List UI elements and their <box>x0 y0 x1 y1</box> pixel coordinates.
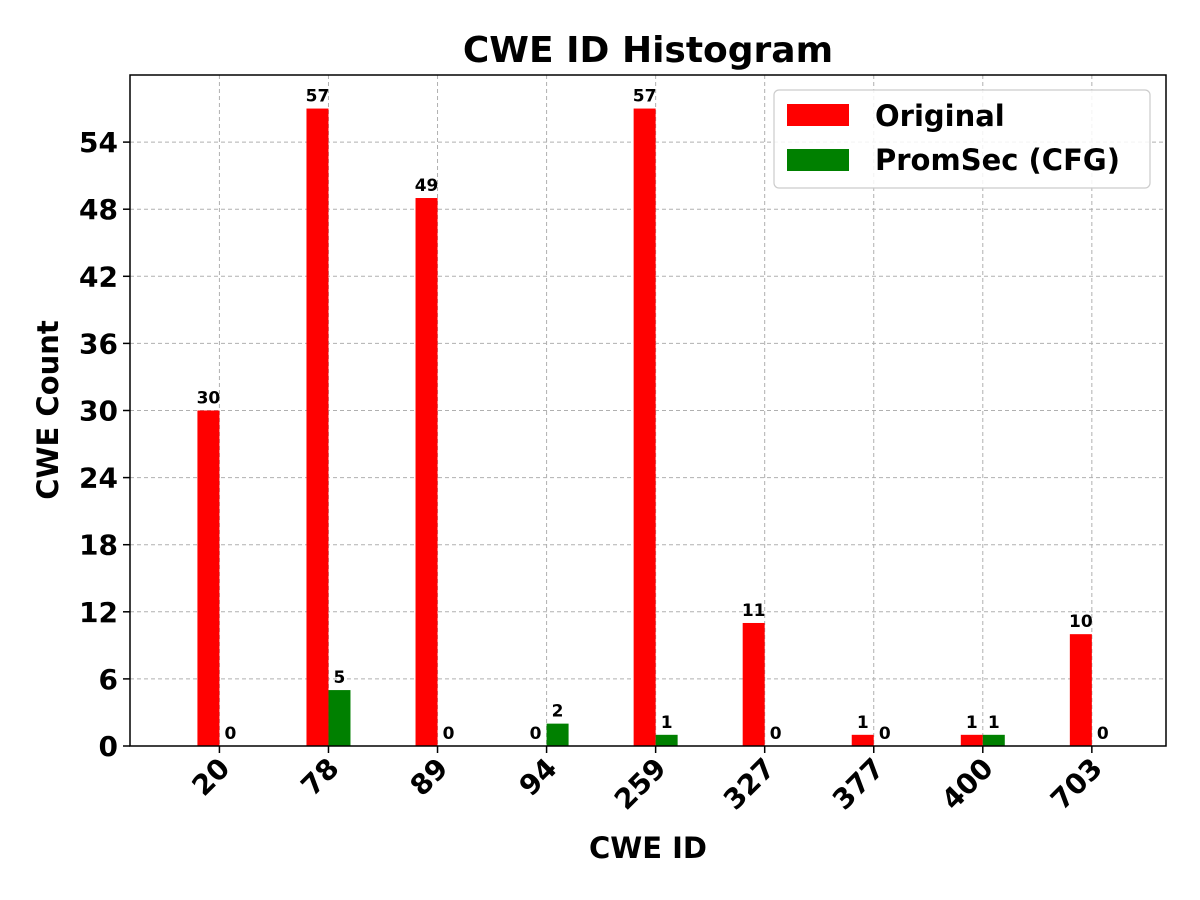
y-tick-label: 0 <box>99 730 118 763</box>
x-tick-label: 20 <box>185 752 236 803</box>
data-label: 10 <box>1069 612 1093 632</box>
bar-promsec-259 <box>655 734 678 746</box>
data-label: 0 <box>530 724 542 744</box>
y-tick-label: 6 <box>99 663 118 696</box>
bar-original-78 <box>306 108 329 747</box>
data-label: 0 <box>770 724 782 744</box>
bar-original-377 <box>851 734 874 746</box>
y-tick-label: 30 <box>79 395 118 428</box>
bar-original-89 <box>415 198 438 746</box>
x-axis: 20 78 89 94 259 327 377 400 703 <box>185 746 1109 817</box>
data-label: 0 <box>879 724 891 744</box>
data-label: 1 <box>857 713 869 733</box>
data-label: 0 <box>443 724 455 744</box>
x-tick-label: 78 <box>295 752 346 803</box>
x-tick-label: 400 <box>935 752 1000 817</box>
x-tick-label: 259 <box>608 752 673 817</box>
data-label: 57 <box>306 87 330 107</box>
legend: Original PromSec (CFG) <box>773 89 1151 189</box>
y-axis: 0 6 12 18 24 30 36 42 48 54 <box>79 126 130 763</box>
data-label: 2 <box>552 702 564 722</box>
data-label: 5 <box>334 668 346 688</box>
data-label: 30 <box>197 389 221 409</box>
data-label: 57 <box>633 87 657 107</box>
legend-swatch-promsec <box>787 149 849 171</box>
x-tick-label: 327 <box>717 752 782 817</box>
bar-promsec-94 <box>546 723 569 746</box>
y-tick-label: 12 <box>79 596 118 629</box>
x-tick-label: 89 <box>404 752 455 803</box>
y-tick-label: 24 <box>79 462 118 495</box>
x-tick-label: 94 <box>513 752 564 803</box>
legend-swatch-original <box>787 104 849 126</box>
bars <box>197 108 1092 747</box>
data-label: 11 <box>742 601 766 621</box>
legend-label-promsec: PromSec (CFG) <box>875 143 1120 177</box>
chart-title: CWE ID Histogram <box>463 30 833 71</box>
bar-original-703 <box>1069 634 1092 746</box>
y-tick-label: 36 <box>79 327 118 360</box>
y-tick-label: 18 <box>79 529 118 562</box>
bar-original-327 <box>742 622 765 746</box>
legend-label-original: Original <box>875 99 1005 133</box>
data-label: 49 <box>415 176 439 196</box>
y-tick-label: 42 <box>79 260 118 293</box>
y-tick-label: 54 <box>79 126 118 159</box>
y-tick-label: 48 <box>79 193 118 226</box>
bar-original-20 <box>197 410 220 746</box>
legend-box <box>773 89 1151 189</box>
x-axis-label: CWE ID <box>589 831 707 865</box>
data-label: 1 <box>966 713 978 733</box>
data-label: 0 <box>225 724 237 744</box>
bar-promsec-78 <box>328 690 351 746</box>
data-label: 1 <box>661 713 673 733</box>
data-label: 0 <box>1097 724 1109 744</box>
bar-original-400 <box>960 734 983 746</box>
y-axis-label: CWE Count <box>31 320 65 500</box>
bar-original-259 <box>633 108 656 747</box>
data-label: 1 <box>988 713 1000 733</box>
x-tick-label: 703 <box>1044 752 1109 817</box>
bar-promsec-400 <box>982 734 1005 746</box>
x-tick-label: 377 <box>826 752 891 817</box>
